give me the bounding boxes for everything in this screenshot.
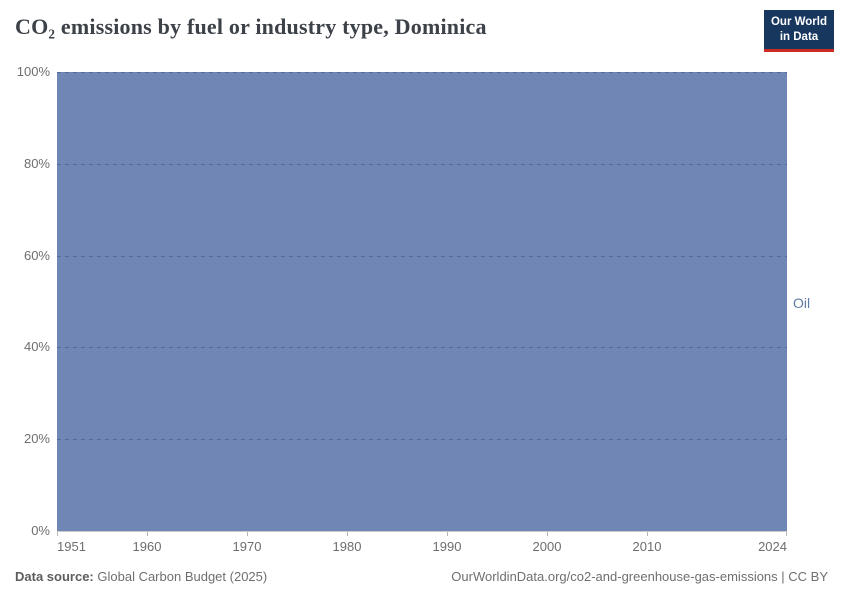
series-label-oil[interactable]: Oil <box>793 295 811 311</box>
y-tick-label-100: 100% <box>16 64 50 79</box>
data-source-note: Data source: Global Carbon Budget (2025) <box>15 569 267 584</box>
x-tick-label-1990: 1990 <box>432 539 462 554</box>
owid-logo[interactable]: Our World in Data <box>764 10 834 52</box>
x-tick-1960 <box>147 532 148 536</box>
y-tick-label-40: 40% <box>23 339 50 354</box>
x-axis <box>57 532 787 537</box>
gridline-20 <box>57 439 787 441</box>
x-tick-label-1951: 1951 <box>57 539 86 554</box>
y-axis: 100% 80% 60% 40% 20% 0% <box>0 0 50 600</box>
x-tick-label-2010: 2010 <box>632 539 662 554</box>
y-tick-label-0: 0% <box>31 523 50 538</box>
x-tick-2010 <box>647 532 648 536</box>
x-tick-label-1960: 1960 <box>132 539 162 554</box>
x-tick-1951 <box>57 532 58 536</box>
gridline-60 <box>57 255 787 257</box>
x-tick-2024 <box>786 532 787 536</box>
owid-logo-line2: in Data <box>779 30 819 43</box>
x-tick-1990 <box>447 532 448 536</box>
x-axis-labels: 1951 1960 1970 1980 1990 2000 2010 2024 <box>57 539 787 555</box>
gridline-40 <box>57 347 787 349</box>
x-tick-1980 <box>346 532 348 536</box>
page-title: CO₂ emissions by fuel or industry type, … <box>15 14 487 39</box>
x-tick-label-2024: 2024 <box>758 539 787 554</box>
owid-logo-line1: Our World <box>770 16 827 28</box>
x-tick-label-2000: 2000 <box>532 539 562 554</box>
x-tick-2000 <box>546 532 548 536</box>
y-tick-label-20: 20% <box>23 431 50 446</box>
logo-accent-bar <box>764 48 834 52</box>
data-source-value: Global Carbon Budget (2025) <box>97 569 268 584</box>
plot-area-oil-series[interactable] <box>57 72 787 532</box>
x-tick-label-1980: 1980 <box>332 539 362 554</box>
x-tick-1970 <box>246 532 248 536</box>
x-tick-label-1970: 1970 <box>232 539 262 554</box>
gridline-100 <box>57 72 787 73</box>
y-tick-label-60: 60% <box>23 248 50 263</box>
data-source-label: Data source: <box>15 569 94 584</box>
y-tick-label-80: 80% <box>23 156 50 171</box>
gridline-80 <box>57 163 787 165</box>
credit-link[interactable]: OurWorldinData.org/co2-and-greenhouse-ga… <box>451 569 828 584</box>
